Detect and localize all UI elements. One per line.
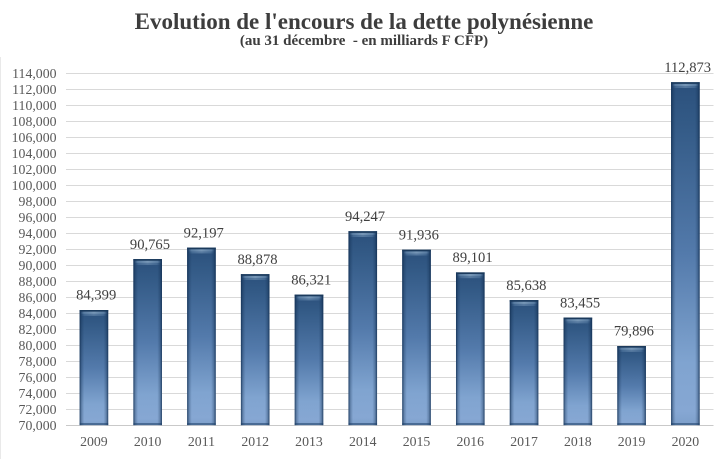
svg-text:70,000: 70,000 — [19, 418, 57, 433]
svg-text:89,101: 89,101 — [453, 250, 493, 266]
svg-text:104,000: 104,000 — [12, 146, 57, 161]
svg-text:84,399: 84,399 — [76, 288, 116, 304]
svg-text:88,000: 88,000 — [19, 274, 57, 289]
svg-text:90,765: 90,765 — [130, 237, 170, 253]
svg-text:2013: 2013 — [295, 434, 323, 449]
svg-text:2019: 2019 — [618, 434, 646, 449]
svg-text:94,000: 94,000 — [19, 226, 57, 241]
svg-text:100,000: 100,000 — [12, 178, 57, 193]
svg-text:110,000: 110,000 — [12, 98, 56, 113]
svg-text:98,000: 98,000 — [19, 194, 57, 209]
svg-text:2018: 2018 — [564, 434, 592, 449]
svg-text:96,000: 96,000 — [19, 210, 57, 225]
svg-text:94,247: 94,247 — [345, 209, 385, 225]
svg-text:85,638: 85,638 — [506, 278, 546, 294]
svg-text:2014: 2014 — [349, 434, 377, 449]
svg-text:92,197: 92,197 — [184, 225, 224, 241]
svg-text:72,000: 72,000 — [19, 402, 57, 417]
svg-text:2012: 2012 — [241, 434, 269, 449]
svg-text:2020: 2020 — [672, 434, 700, 449]
svg-text:74,000: 74,000 — [19, 386, 57, 401]
svg-text:76,000: 76,000 — [19, 370, 57, 385]
svg-text:112,000: 112,000 — [12, 82, 56, 97]
svg-text:82,000: 82,000 — [19, 322, 57, 337]
svg-text:108,000: 108,000 — [12, 114, 57, 129]
svg-text:2015: 2015 — [403, 434, 431, 449]
svg-text:80,000: 80,000 — [19, 338, 57, 353]
svg-text:90,000: 90,000 — [19, 258, 57, 273]
svg-text:114,000: 114,000 — [12, 66, 56, 81]
svg-text:91,936: 91,936 — [399, 227, 439, 243]
svg-text:84,000: 84,000 — [19, 306, 57, 321]
svg-text:86,321: 86,321 — [291, 272, 331, 288]
svg-text:102,000: 102,000 — [12, 162, 57, 177]
svg-text:92,000: 92,000 — [19, 242, 57, 257]
svg-text:2016: 2016 — [456, 434, 484, 449]
svg-text:2011: 2011 — [188, 434, 215, 449]
svg-text:88,878: 88,878 — [237, 252, 277, 268]
svg-text:2009: 2009 — [80, 434, 108, 449]
svg-text:79,896: 79,896 — [614, 324, 654, 340]
svg-text:2010: 2010 — [134, 434, 162, 449]
svg-text:86,000: 86,000 — [19, 290, 57, 305]
svg-text:2017: 2017 — [510, 434, 538, 449]
svg-text:83,455: 83,455 — [560, 295, 600, 311]
svg-text:112,873: 112,873 — [664, 60, 711, 76]
svg-text:106,000: 106,000 — [12, 130, 57, 145]
svg-text:78,000: 78,000 — [19, 354, 57, 369]
